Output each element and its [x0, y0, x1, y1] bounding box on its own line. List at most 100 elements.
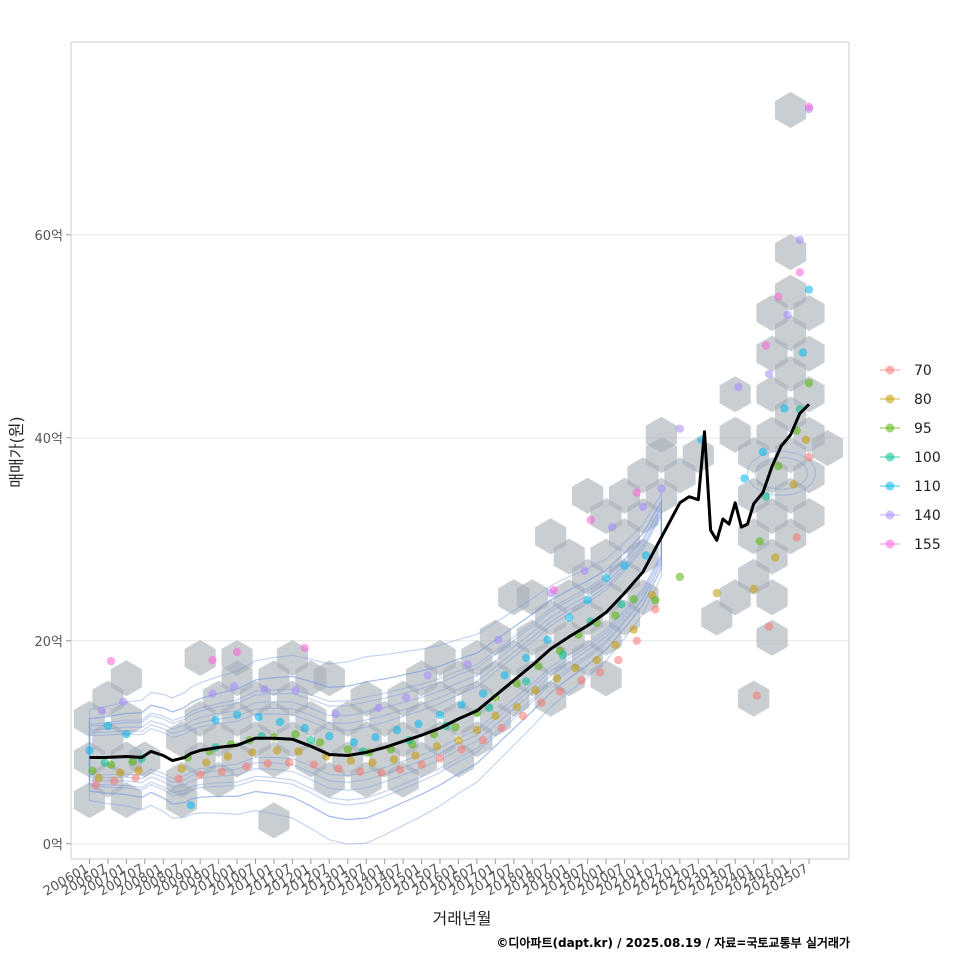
data-point-95	[315, 738, 325, 747]
data-point-70	[632, 636, 641, 645]
density-contour	[88, 512, 662, 784]
data-point-110	[543, 635, 552, 644]
hexbin	[793, 457, 825, 494]
legend-swatch	[885, 510, 895, 520]
legend-swatch	[885, 452, 895, 462]
data-point-95	[291, 730, 300, 739]
data-point-80	[134, 766, 143, 775]
density-contours	[88, 450, 816, 845]
data-point-155	[106, 656, 116, 666]
density-contour	[88, 515, 662, 780]
data-point-95	[629, 595, 638, 604]
y-axis: 0억 20억 40억 60억	[34, 229, 71, 853]
data-point-80	[552, 674, 562, 683]
data-point-110	[758, 447, 768, 457]
data-point-140	[463, 659, 472, 669]
data-point-70	[285, 758, 294, 767]
data-point-155	[549, 585, 558, 595]
hexbin	[756, 579, 788, 616]
data-point-95	[774, 462, 783, 471]
data-point-155	[761, 341, 771, 350]
data-point-110	[392, 725, 402, 735]
data-point-110	[85, 746, 94, 755]
data-point-110	[349, 738, 359, 747]
data-point-155	[804, 102, 814, 112]
data-point-80	[432, 742, 442, 751]
density-contour	[88, 499, 662, 821]
data-point-140	[783, 310, 792, 320]
data-point-70	[395, 765, 405, 774]
data-point-110	[122, 730, 131, 739]
data-point-70	[804, 452, 814, 462]
data-point-140	[229, 682, 239, 691]
data-point-70	[752, 691, 761, 700]
legend-swatch	[885, 365, 895, 375]
data-point-80	[531, 686, 540, 695]
legend-item-70: 70	[880, 363, 932, 379]
data-point-70	[131, 773, 140, 782]
data-point-110	[300, 723, 309, 733]
legend-item-110: 110	[880, 479, 941, 495]
y-tick-label: 20억	[34, 635, 63, 650]
data-point-80	[294, 747, 303, 756]
hexbin	[811, 430, 844, 466]
data-point-140	[734, 382, 743, 392]
data-point-80	[592, 655, 601, 665]
legend-item-140: 140	[880, 508, 941, 524]
data-point-70	[478, 736, 488, 745]
data-point-80	[749, 584, 758, 594]
data-point-70	[792, 533, 801, 542]
data-point-70	[334, 764, 343, 773]
data-point-110	[457, 700, 466, 709]
hexbin	[258, 802, 290, 839]
data-point-155	[232, 647, 242, 657]
median-price-line	[89, 403, 811, 763]
data-point-80	[571, 664, 580, 673]
data-point-70	[196, 770, 205, 779]
data-point-140	[657, 484, 666, 493]
data-point-140	[208, 689, 217, 698]
data-point-80	[346, 756, 355, 765]
legend-item-100: 100	[880, 450, 941, 466]
hexbin	[110, 660, 142, 697]
density-contour	[88, 505, 662, 801]
data-point-155	[795, 268, 804, 277]
data-point-110	[478, 689, 488, 698]
plot-panel-border	[70, 41, 850, 860]
data-point-110	[620, 561, 629, 570]
data-point-110	[521, 653, 531, 663]
data-point-80	[223, 752, 232, 761]
legend-item-95: 95	[880, 421, 932, 437]
x-axis-title: 거래년월	[433, 909, 492, 928]
data-point-100	[521, 677, 531, 686]
data-point-110	[565, 613, 574, 622]
hexbin	[793, 498, 825, 534]
data-point-140	[119, 697, 128, 706]
data-point-80	[272, 746, 282, 755]
data-point-140	[608, 522, 617, 532]
data-point-70	[497, 723, 506, 733]
legend-item-155: 155	[880, 537, 941, 553]
data-point-110	[186, 801, 196, 810]
data-point-70	[555, 687, 565, 696]
data-point-140	[97, 706, 107, 715]
legend-label: 80	[914, 392, 932, 408]
data-point-95	[343, 745, 352, 754]
data-point-95	[534, 662, 543, 671]
hexbin	[184, 640, 216, 676]
data-point-95	[451, 722, 460, 732]
legend-item-80: 80	[880, 392, 932, 408]
data-point-80	[712, 588, 721, 598]
data-point-140	[764, 369, 774, 379]
data-point-100	[306, 736, 316, 745]
data-point-70	[417, 760, 426, 769]
data-point-95	[611, 611, 620, 620]
data-point-100	[617, 600, 626, 609]
caption: ©디아파트(dapt.kr) / 2025.08.19 / 자료=국토교통부 실…	[496, 935, 850, 950]
density-contour	[88, 499, 662, 821]
data-point-140	[374, 703, 383, 712]
data-point-110	[371, 733, 380, 742]
hexbin	[627, 579, 659, 616]
y-tick-label: 40억	[34, 432, 63, 447]
data-point-140	[331, 709, 340, 719]
